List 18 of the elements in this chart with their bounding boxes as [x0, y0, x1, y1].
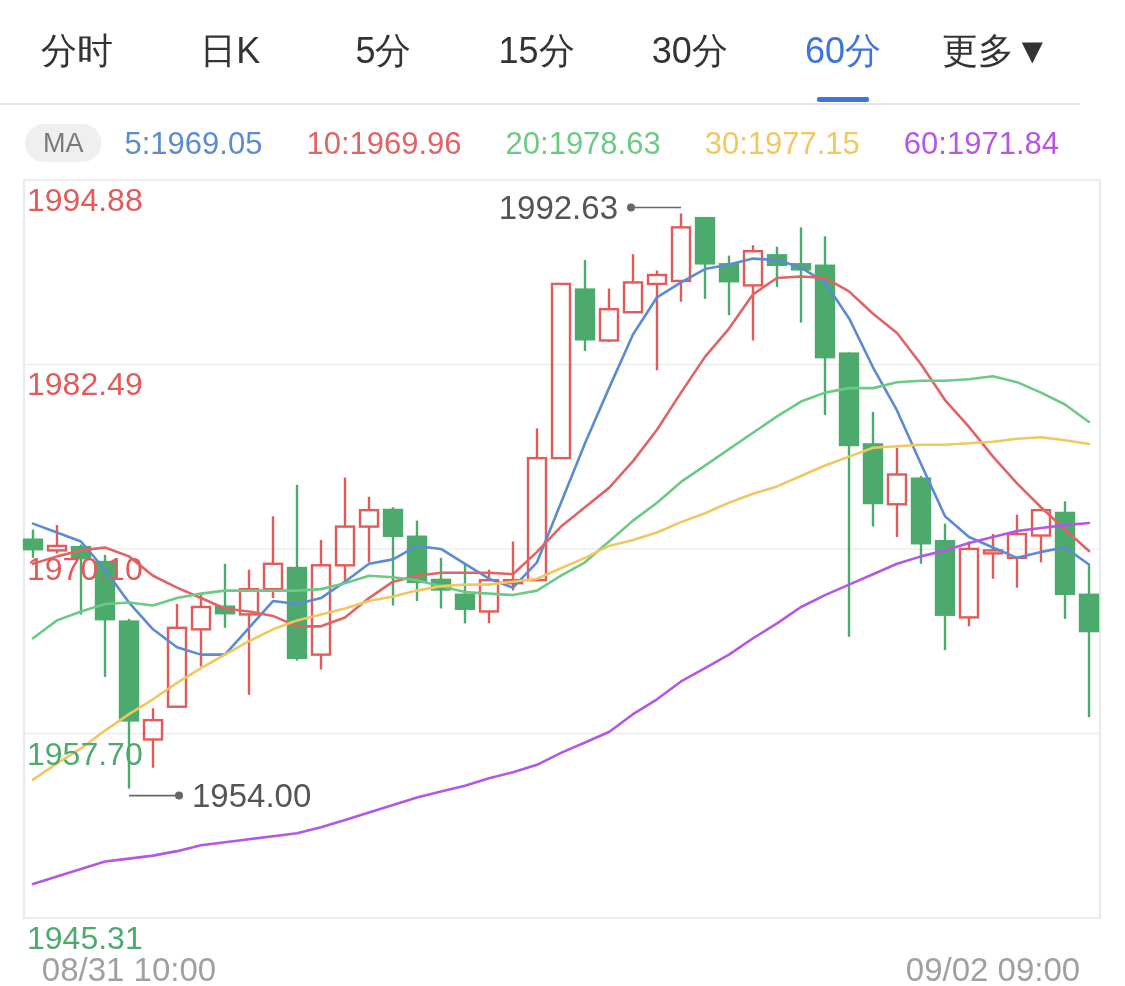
text: 60分: [804, 29, 882, 71]
legend-title: MA: [43, 128, 84, 158]
text: 20:1978.63: [505, 125, 661, 161]
text: 15分: [498, 29, 575, 71]
text: 10:1969.96: [306, 125, 462, 161]
text: 60:1971.84: [903, 125, 1060, 161]
text: 30分: [651, 29, 728, 71]
text: 5分: [355, 29, 412, 71]
text: 更多▼: [942, 29, 1051, 71]
x-tick-label: 09/02 09:00: [905, 951, 1081, 986]
text: 30:1977.15: [704, 125, 860, 161]
y-tick-label: 1982.49: [27, 366, 143, 403]
y-tick-label: 1994.88: [27, 182, 143, 218]
text: 分时: [41, 29, 113, 71]
text: 日K: [200, 29, 261, 71]
annotation: 1992.63: [498, 189, 618, 226]
text: 5:1969.05: [124, 125, 263, 161]
annotation: 1954.00: [192, 777, 312, 815]
